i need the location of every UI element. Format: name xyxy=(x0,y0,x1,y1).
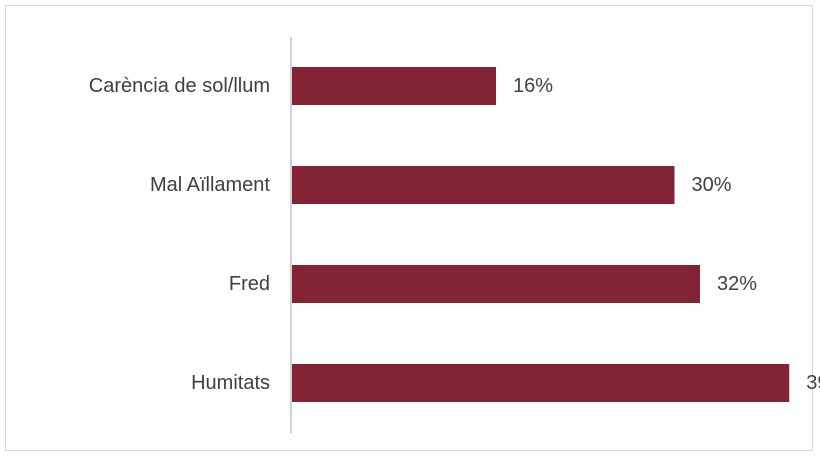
bar-1 xyxy=(292,67,496,105)
value-label-4: 39% xyxy=(806,372,820,394)
category-label-1: Carència de sol/llum xyxy=(89,75,270,97)
bars-group xyxy=(292,67,790,402)
category-label-2: Mal Aïllament xyxy=(150,174,270,196)
category-labels: Carència de sol/llum Mal Aïllament Fred Hum… xyxy=(89,75,271,394)
value-label-2: 30% xyxy=(692,174,732,196)
category-label-3: Fred xyxy=(229,273,270,295)
bar-2 xyxy=(292,166,675,204)
value-labels: 16% 30% 32% 39% xyxy=(513,75,820,394)
category-label-4: Humitats xyxy=(191,372,270,394)
value-label-1: 16% xyxy=(513,75,553,97)
value-label-3: 32% xyxy=(717,273,757,295)
bar-3 xyxy=(292,265,700,303)
bar-4 xyxy=(292,364,790,402)
